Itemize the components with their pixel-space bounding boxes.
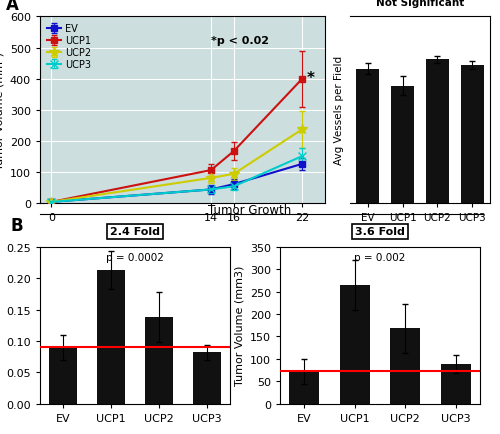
Bar — [391, 86, 414, 204]
Text: A: A — [6, 0, 18, 13]
Bar — [356, 69, 379, 204]
Bar — [96, 270, 126, 404]
Text: 2.4 Fold: 2.4 Fold — [110, 227, 160, 237]
Bar — [48, 347, 78, 404]
Text: Not Significant: Not Significant — [376, 0, 464, 8]
Bar — [390, 329, 420, 404]
Text: *: * — [307, 71, 315, 85]
Text: p = 0.0002: p = 0.0002 — [106, 252, 164, 262]
Bar — [440, 364, 471, 404]
Bar — [144, 317, 174, 404]
Y-axis label: Avg Vessels per Field: Avg Vessels per Field — [334, 56, 344, 165]
Y-axis label: Tumor Volume (mm³): Tumor Volume (mm³) — [0, 52, 4, 170]
Legend: EV, UCP1, UCP2, UCP3: EV, UCP1, UCP2, UCP3 — [43, 20, 96, 74]
Text: p = 0.002: p = 0.002 — [354, 252, 406, 262]
Bar — [289, 372, 320, 404]
Bar — [340, 285, 370, 404]
Text: B: B — [10, 217, 22, 235]
Y-axis label: Tumor Volume (mm3): Tumor Volume (mm3) — [234, 266, 244, 385]
Bar — [192, 352, 222, 404]
Text: *p < 0.02: *p < 0.02 — [211, 36, 269, 46]
Bar — [461, 66, 483, 204]
Text: 3.6 Fold: 3.6 Fold — [355, 227, 405, 237]
Bar — [426, 60, 449, 204]
Text: Tumor Growth: Tumor Growth — [208, 203, 292, 216]
